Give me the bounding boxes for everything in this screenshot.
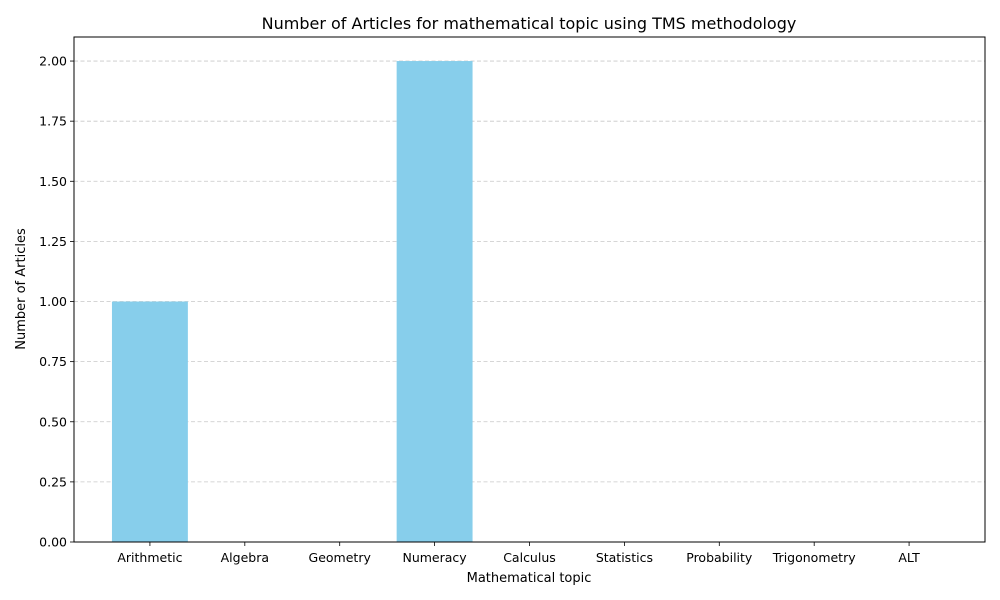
y-tick-label: 2.00 xyxy=(39,54,67,69)
x-tick-label: Geometry xyxy=(309,550,372,565)
x-axis-label: Mathematical topic xyxy=(467,571,592,586)
y-tick-label: 1.25 xyxy=(39,234,67,249)
y-tick-label: 0.00 xyxy=(39,535,67,550)
y-tick-label: 1.75 xyxy=(39,114,67,129)
x-tick-label: Algebra xyxy=(221,550,269,565)
y-tick-label: 0.50 xyxy=(39,414,67,429)
x-tick-label: Trigonometry xyxy=(772,550,856,565)
x-tick-label: ALT xyxy=(898,550,920,565)
y-tick-label: 1.00 xyxy=(39,294,67,309)
y-axis-ticks: 0.00 0.25 0.50 0.75 1.00 1.25 1.50 1.75 2.00 xyxy=(39,54,74,550)
y-axis-label: Number of Articles xyxy=(14,228,29,350)
plot-frame xyxy=(73,36,986,543)
grid-lines xyxy=(74,60,985,483)
x-tick-label: Arithmetic xyxy=(117,550,182,565)
y-tick-label: 0.75 xyxy=(39,354,67,369)
bar-numeracy xyxy=(396,61,473,543)
y-tick-label: 0.25 xyxy=(39,474,67,489)
y-tick-label: 1.50 xyxy=(39,174,67,189)
x-tick-label: Probability xyxy=(686,550,753,565)
x-tick-label: Calculus xyxy=(503,550,556,565)
bars xyxy=(111,61,473,543)
x-tick-label: Statistics xyxy=(596,550,653,565)
chart-title: Number of Articles for mathematical topi… xyxy=(262,14,797,33)
x-axis-ticks: Arithmetic Algebra Geometry Numeracy Calculu… xyxy=(117,542,920,565)
x-tick-label: Numeracy xyxy=(402,550,467,565)
bar-arithmetic xyxy=(111,301,188,542)
